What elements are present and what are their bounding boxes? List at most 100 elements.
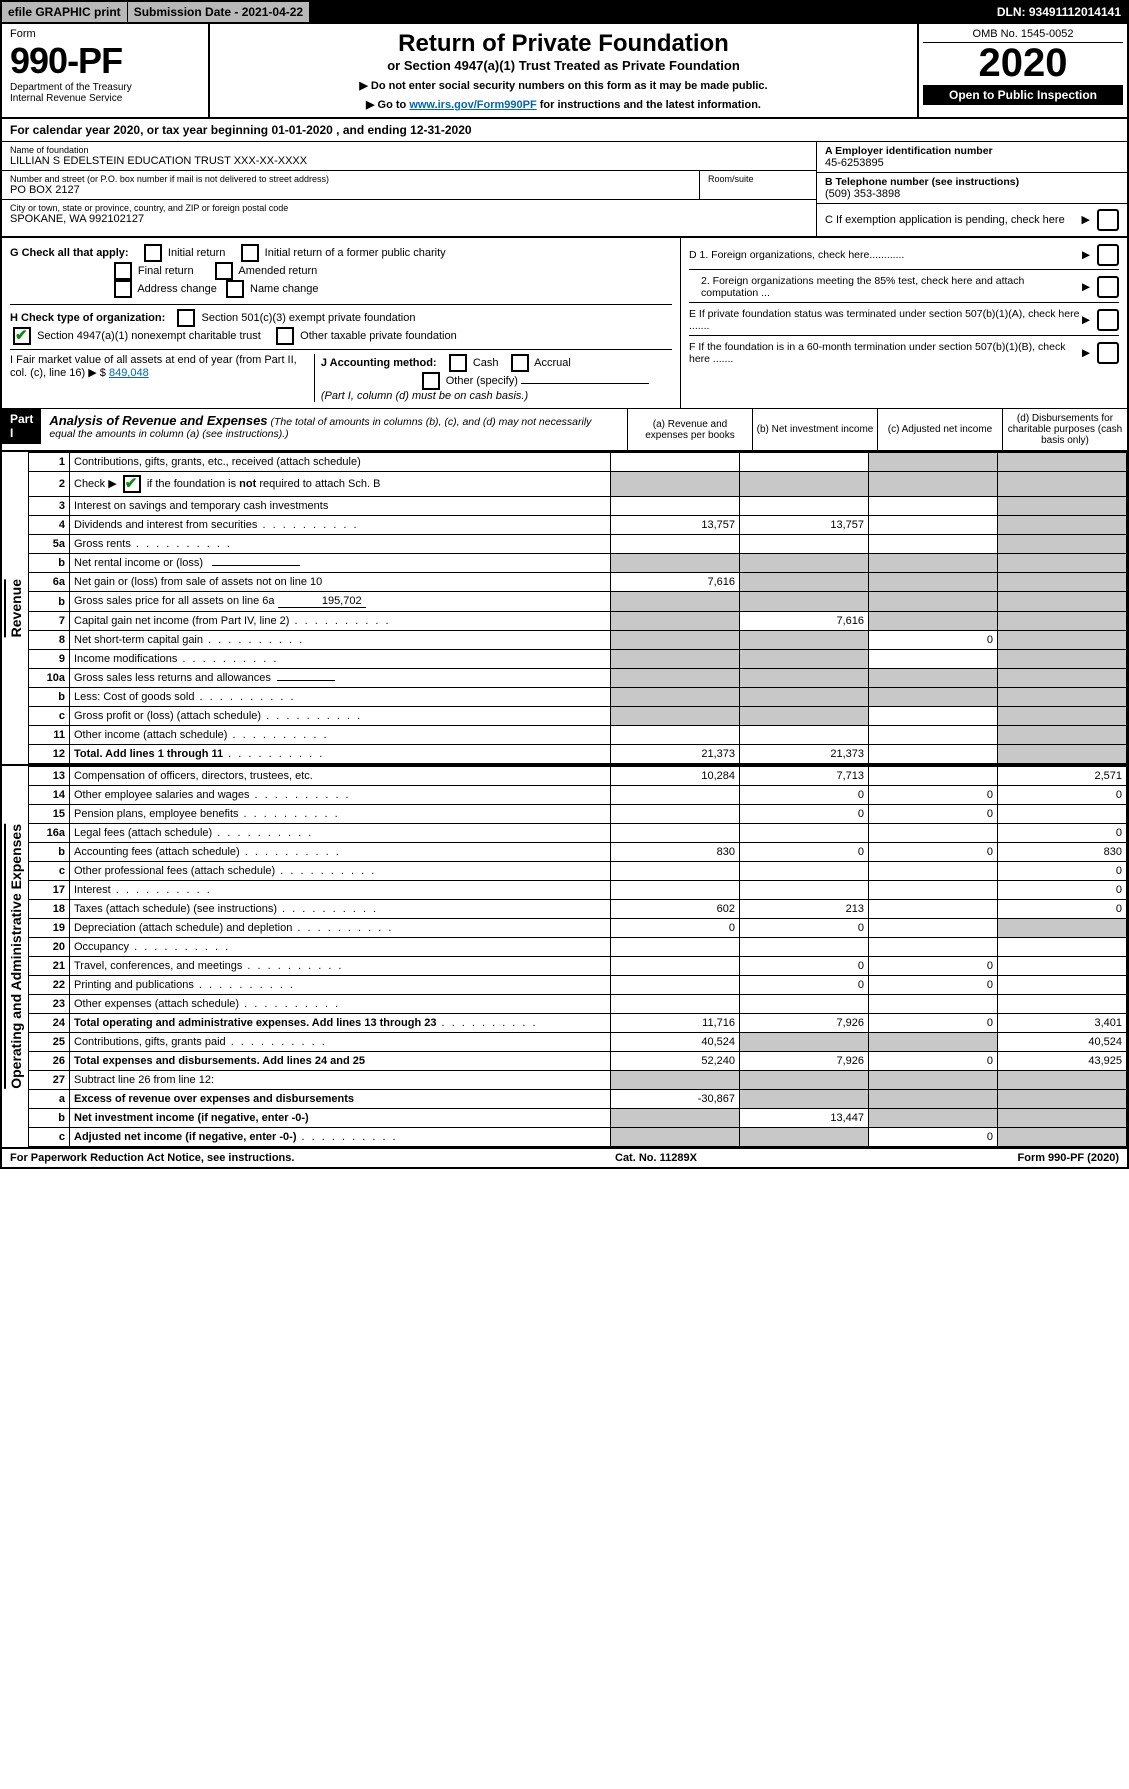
cell-value xyxy=(998,976,1127,995)
phone-value: (509) 353-3898 xyxy=(825,188,1119,200)
d2-checkbox[interactable] xyxy=(1097,276,1119,298)
line-number: 24 xyxy=(29,1014,70,1033)
phone-label: B Telephone number (see instructions) xyxy=(825,176,1119,188)
d2-label: 2. Foreign organizations meeting the 85%… xyxy=(689,275,1082,299)
line-desc: Check ▶ if the foundation is not require… xyxy=(70,472,611,497)
cell-value xyxy=(998,938,1127,957)
cell-shaded xyxy=(998,745,1127,764)
line-desc: Taxes (attach schedule) (see instruction… xyxy=(70,900,611,919)
chk-other-method[interactable] xyxy=(422,372,440,390)
table-row: 18Taxes (attach schedule) (see instructi… xyxy=(29,900,1127,919)
chk-4947a1[interactable] xyxy=(13,327,31,345)
footer-mid: Cat. No. 11289X xyxy=(615,1152,697,1164)
line-desc: Travel, conferences, and meetings xyxy=(70,957,611,976)
chk-address-change[interactable] xyxy=(114,280,132,298)
chk-final-return[interactable] xyxy=(114,262,132,280)
cell-value: 3,401 xyxy=(998,1014,1127,1033)
pending-checkbox[interactable] xyxy=(1097,209,1119,231)
table-row: 16aLegal fees (attach schedule)0 xyxy=(29,824,1127,843)
chk-cash[interactable] xyxy=(449,354,467,372)
table-row: 6aNet gain or (loss) from sale of assets… xyxy=(29,573,1127,592)
table-row: bGross sales price for all assets on lin… xyxy=(29,592,1127,612)
cell-shaded xyxy=(869,472,998,497)
e-checkbox[interactable] xyxy=(1097,309,1119,331)
line-desc: Capital gain net income (from Part IV, l… xyxy=(70,612,611,631)
line-desc: Net gain or (loss) from sale of assets n… xyxy=(70,573,611,592)
col-d-header: (d) Disbursements for charitable purpose… xyxy=(1002,409,1127,450)
cell-shaded xyxy=(611,592,740,612)
cell-value: 7,616 xyxy=(740,612,869,631)
cell-shaded xyxy=(998,497,1127,516)
cell-shaded xyxy=(998,1128,1127,1147)
cell-shaded xyxy=(611,669,740,688)
cell-value xyxy=(740,995,869,1014)
cell-shaded xyxy=(740,1071,869,1090)
cell-value: 0 xyxy=(869,1052,998,1071)
cell-value: 830 xyxy=(611,843,740,862)
line-desc: Dividends and interest from securities xyxy=(70,516,611,535)
lbl-address-change: Address change xyxy=(137,283,217,295)
lbl-4947a1: Section 4947(a)(1) nonexempt charitable … xyxy=(37,330,261,342)
instructions-link[interactable]: www.irs.gov/Form990PF xyxy=(409,99,536,111)
line-number: c xyxy=(29,707,70,726)
g-label: G Check all that apply: xyxy=(10,247,129,259)
table-row: cOther professional fees (attach schedul… xyxy=(29,862,1127,881)
table-row: 5aGross rents xyxy=(29,535,1127,554)
cell-value xyxy=(869,900,998,919)
cell-value xyxy=(869,919,998,938)
line-number: 19 xyxy=(29,919,70,938)
cell-shaded xyxy=(998,688,1127,707)
chk-initial-former[interactable] xyxy=(241,244,259,262)
cell-shaded xyxy=(998,453,1127,472)
chk-amended[interactable] xyxy=(215,262,233,280)
header-left: Form 990-PF Department of the Treasury I… xyxy=(2,24,210,117)
cell-value: 13,757 xyxy=(611,516,740,535)
d1-checkbox[interactable] xyxy=(1097,244,1119,266)
cell-value: 0 xyxy=(869,1014,998,1033)
line-desc: Legal fees (attach schedule) xyxy=(70,824,611,843)
f-label: F If the foundation is in a 60-month ter… xyxy=(689,341,1082,365)
expenses-vlabel: Operating and Administrative Expenses xyxy=(4,824,26,1089)
j-label: J Accounting method: xyxy=(321,357,437,369)
chk-accrual[interactable] xyxy=(511,354,529,372)
chk-initial-return[interactable] xyxy=(144,244,162,262)
cell-value: 0 xyxy=(869,976,998,995)
cell-value: -30,867 xyxy=(611,1090,740,1109)
cell-value xyxy=(869,497,998,516)
fmv-value[interactable]: 849,048 xyxy=(109,367,149,379)
line-number: 22 xyxy=(29,976,70,995)
f-checkbox[interactable] xyxy=(1097,342,1119,364)
line-desc: Gross rents xyxy=(70,535,611,554)
line-desc: Occupancy xyxy=(70,938,611,957)
cell-value xyxy=(869,995,998,1014)
cell-value: 0 xyxy=(740,843,869,862)
name-label: Name of foundation xyxy=(10,145,808,155)
cell-value xyxy=(611,453,740,472)
cell-shaded xyxy=(998,554,1127,573)
line-number: 4 xyxy=(29,516,70,535)
d1-label: D 1. Foreign organizations, check here..… xyxy=(689,249,1082,261)
line-number: 20 xyxy=(29,938,70,957)
table-row: aExcess of revenue over expenses and dis… xyxy=(29,1090,1127,1109)
cell-value xyxy=(998,995,1127,1014)
chk-other-taxable[interactable] xyxy=(276,327,294,345)
chk-name-change[interactable] xyxy=(226,280,244,298)
cell-value xyxy=(869,707,998,726)
line-desc: Other income (attach schedule) xyxy=(70,726,611,745)
chk-501c3[interactable] xyxy=(177,309,195,327)
cell-value: 21,373 xyxy=(740,745,869,764)
cell-shaded xyxy=(998,612,1127,631)
cell-value: 7,616 xyxy=(611,573,740,592)
line-number: b xyxy=(29,592,70,612)
table-row: cAdjusted net income (if negative, enter… xyxy=(29,1128,1127,1147)
cell-value: 0 xyxy=(998,786,1127,805)
line-number: 6a xyxy=(29,573,70,592)
cell-shaded xyxy=(998,516,1127,535)
other-method-input[interactable] xyxy=(521,383,649,384)
cell-shaded xyxy=(740,1033,869,1052)
cell-shaded xyxy=(869,554,998,573)
cell-value: 52,240 xyxy=(611,1052,740,1071)
cell-shaded xyxy=(998,573,1127,592)
efile-print-button[interactable]: efile GRAPHIC print xyxy=(2,2,128,22)
cell-shaded xyxy=(611,1109,740,1128)
